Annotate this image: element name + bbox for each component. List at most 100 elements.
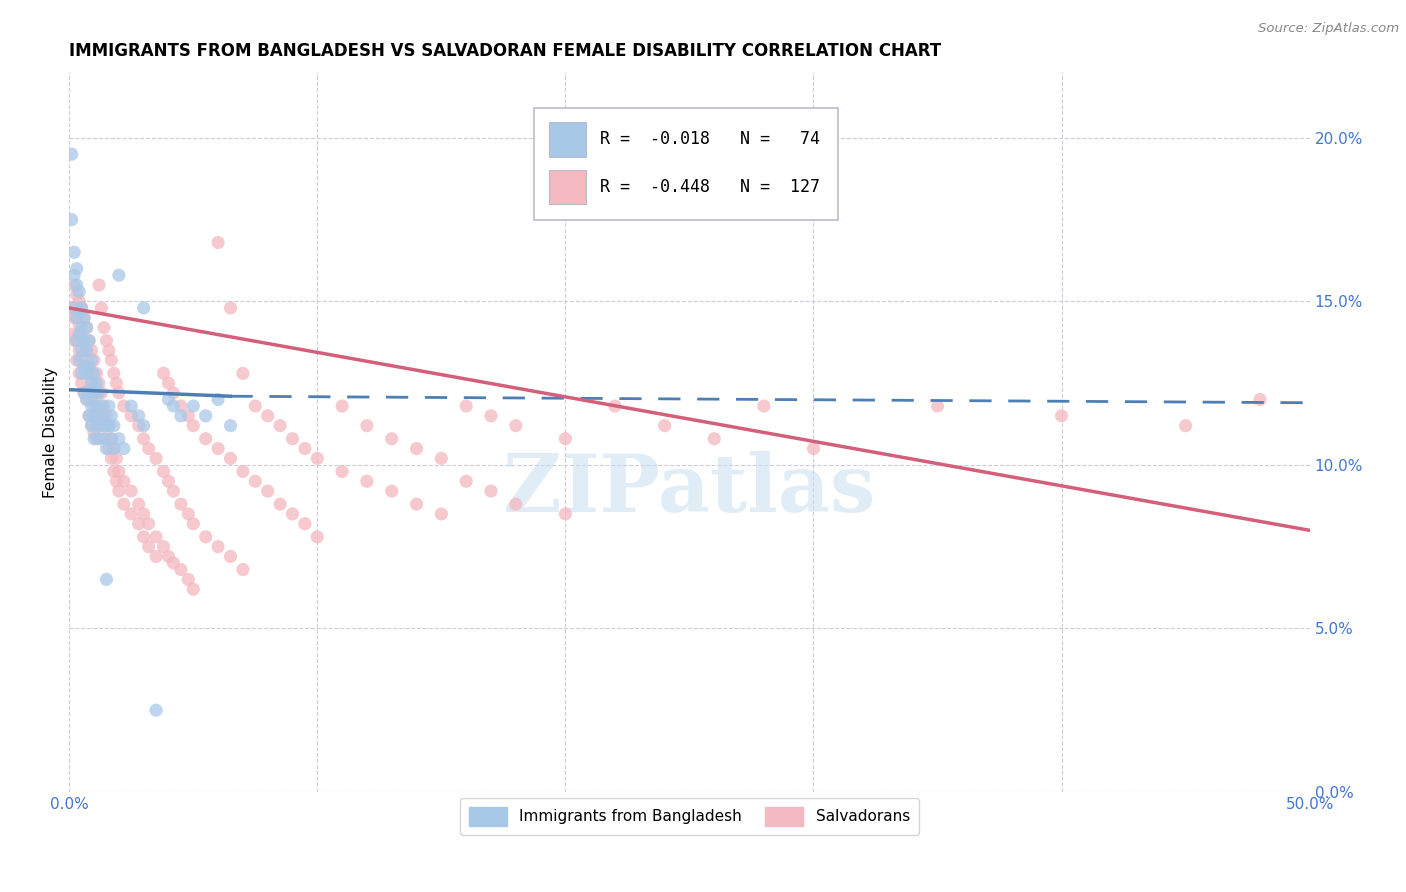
Point xyxy=(181,399,204,413)
Point xyxy=(97,399,120,413)
Point xyxy=(83,353,105,368)
Point xyxy=(456,475,478,489)
Point xyxy=(70,376,93,391)
Point xyxy=(76,343,98,358)
Point xyxy=(77,334,100,348)
Point xyxy=(83,367,105,381)
Point xyxy=(108,268,131,283)
Point xyxy=(170,399,193,413)
Point xyxy=(73,386,96,401)
Point xyxy=(67,285,90,299)
Point xyxy=(96,442,118,456)
Point xyxy=(430,451,453,466)
Point xyxy=(96,409,118,423)
Point xyxy=(108,484,131,499)
Point xyxy=(83,432,105,446)
Point xyxy=(87,278,110,293)
Point xyxy=(80,367,103,381)
Point xyxy=(77,334,100,348)
Point xyxy=(63,310,86,325)
Point xyxy=(103,442,125,456)
Point xyxy=(128,497,150,511)
Point xyxy=(97,418,120,433)
Point xyxy=(67,304,90,318)
Point xyxy=(112,475,135,489)
Point xyxy=(132,301,155,315)
Point xyxy=(66,278,89,293)
Point xyxy=(76,320,98,334)
Point xyxy=(90,386,112,401)
Text: R =  -0.448   N =  127: R = -0.448 N = 127 xyxy=(600,178,820,196)
Point xyxy=(80,376,103,391)
FancyBboxPatch shape xyxy=(534,109,838,220)
Point xyxy=(132,507,155,521)
Point xyxy=(60,327,83,342)
Point xyxy=(77,359,100,374)
Point xyxy=(177,409,200,423)
Point xyxy=(703,432,725,446)
Point xyxy=(96,573,118,587)
Point xyxy=(752,399,775,413)
Point xyxy=(70,327,93,342)
Point xyxy=(87,386,110,401)
Point xyxy=(76,392,98,407)
Point xyxy=(245,399,267,413)
Point xyxy=(269,497,291,511)
Point xyxy=(152,540,174,554)
Point xyxy=(307,530,329,544)
Point xyxy=(63,268,86,283)
Point xyxy=(157,549,180,564)
Point xyxy=(67,327,90,342)
Point xyxy=(73,334,96,348)
Text: Source: ZipAtlas.com: Source: ZipAtlas.com xyxy=(1258,22,1399,36)
Point xyxy=(60,212,83,227)
Point xyxy=(112,497,135,511)
Point xyxy=(76,392,98,407)
Point xyxy=(103,418,125,433)
Point xyxy=(87,409,110,423)
Point xyxy=(330,399,353,413)
Point xyxy=(177,507,200,521)
Point xyxy=(66,261,89,276)
Point xyxy=(157,392,180,407)
Point xyxy=(93,399,115,413)
Point xyxy=(245,475,267,489)
Point xyxy=(77,383,100,397)
Point xyxy=(103,465,125,479)
Point xyxy=(219,451,242,466)
Point xyxy=(456,399,478,413)
Point xyxy=(603,399,626,413)
Text: ZIPatlas: ZIPatlas xyxy=(503,450,876,529)
Point xyxy=(132,432,155,446)
Point xyxy=(281,432,304,446)
Point xyxy=(105,451,128,466)
Point xyxy=(87,376,110,391)
Point xyxy=(170,409,193,423)
Point xyxy=(76,343,98,358)
Point xyxy=(67,294,90,309)
Point xyxy=(103,367,125,381)
Point xyxy=(927,399,949,413)
Point xyxy=(90,409,112,423)
Point xyxy=(100,353,122,368)
Point xyxy=(93,418,115,433)
Point xyxy=(207,540,229,554)
Point xyxy=(138,516,160,531)
Point xyxy=(60,301,83,315)
Point xyxy=(112,399,135,413)
Point xyxy=(554,432,576,446)
Point xyxy=(97,418,120,433)
Point xyxy=(181,418,204,433)
Point xyxy=(90,418,112,433)
Point xyxy=(105,475,128,489)
Text: R =  -0.018   N =   74: R = -0.018 N = 74 xyxy=(600,130,820,148)
Point xyxy=(77,386,100,401)
Point xyxy=(120,484,142,499)
Point xyxy=(63,334,86,348)
Point xyxy=(294,442,316,456)
Point xyxy=(70,301,93,315)
Point xyxy=(232,367,254,381)
Point xyxy=(112,442,135,456)
Point xyxy=(86,409,108,423)
Point xyxy=(80,353,103,368)
